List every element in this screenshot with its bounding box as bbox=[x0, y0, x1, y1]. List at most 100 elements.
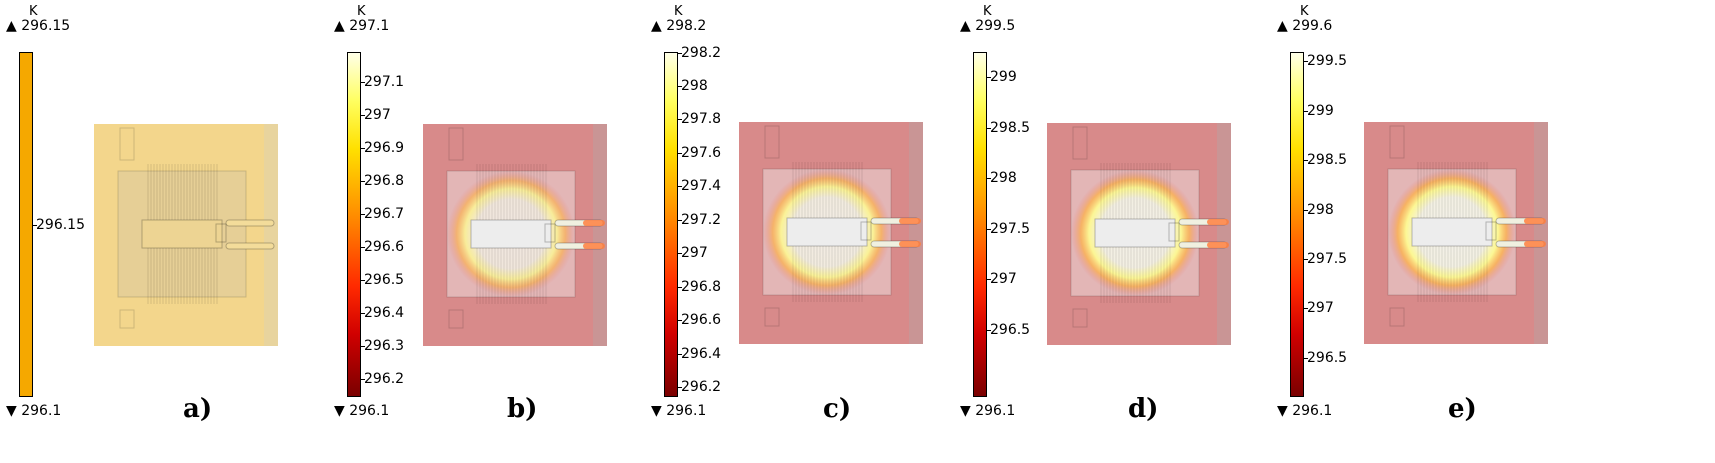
colorbar-tick bbox=[677, 152, 682, 154]
heater-beam bbox=[470, 219, 552, 249]
anchor bbox=[544, 223, 556, 243]
anchor bbox=[215, 223, 227, 243]
pad-bottom bbox=[119, 309, 135, 329]
triangle-up-icon: ▲ bbox=[960, 18, 976, 34]
anchor bbox=[1168, 222, 1180, 242]
colorbar-tick bbox=[360, 313, 365, 315]
colorbar-tick bbox=[360, 280, 365, 282]
panel-caption: c) bbox=[823, 394, 852, 424]
lead-arm-top-hot bbox=[583, 220, 605, 226]
colorbar bbox=[1290, 52, 1304, 397]
side-strip bbox=[264, 124, 278, 346]
colorbar-tick-label: 297 bbox=[364, 106, 391, 123]
colorbar-tick bbox=[360, 379, 365, 381]
colorbar-tick-label: 296.9 bbox=[364, 139, 405, 156]
min-value-label: ▼ 296.1 bbox=[334, 403, 389, 419]
max-value-label: ▲ 297.1 bbox=[334, 18, 389, 34]
colorbar-tick bbox=[360, 246, 365, 248]
colorbar-tick bbox=[677, 52, 682, 54]
colorbar-tick-label: 298 bbox=[681, 77, 708, 94]
pad-bottom bbox=[764, 307, 780, 327]
max-value: 298.2 bbox=[666, 18, 707, 34]
colorbar-tick bbox=[360, 147, 365, 149]
colorbar-tick-label: 298 bbox=[990, 170, 1017, 187]
heatmap-plot bbox=[423, 124, 607, 346]
lead-arm-bottom-hot bbox=[1524, 241, 1546, 247]
triangle-up-icon: ▲ bbox=[6, 18, 22, 34]
min-value-label: ▼ 296.1 bbox=[960, 403, 1015, 419]
heatmap-plot bbox=[1047, 123, 1231, 345]
max-value-label: ▲ 299.5 bbox=[960, 18, 1015, 34]
colorbar-tick-label: 296.5 bbox=[1307, 349, 1348, 366]
lead-arm-top bbox=[225, 219, 275, 227]
triangle-down-icon: ▼ bbox=[6, 403, 22, 419]
colorbar-tick bbox=[360, 213, 365, 215]
pad-bottom bbox=[1072, 308, 1088, 328]
colorbar-tick bbox=[677, 186, 682, 188]
pad-top bbox=[448, 127, 464, 161]
colorbar-tick-label: 297.1 bbox=[364, 73, 405, 90]
unit-label: K bbox=[1300, 4, 1309, 19]
lead-arm-top-hot bbox=[899, 218, 921, 224]
max-value: 299.5 bbox=[975, 18, 1016, 34]
triangle-up-icon: ▲ bbox=[1277, 18, 1293, 34]
colorbar-tick-label: 297 bbox=[1307, 300, 1334, 317]
min-value: 296.1 bbox=[1292, 403, 1333, 419]
colorbar-tick bbox=[1303, 357, 1308, 359]
colorbar-tick bbox=[360, 81, 365, 83]
min-value: 296.1 bbox=[349, 403, 390, 419]
colorbar-tick-label: 297.6 bbox=[681, 144, 722, 161]
colorbar-tick-label: 297.4 bbox=[681, 178, 722, 195]
colorbar-tick-label: 296.6 bbox=[364, 238, 405, 255]
colorbar-tick bbox=[1303, 110, 1308, 112]
anchor bbox=[860, 221, 872, 241]
colorbar-tick bbox=[677, 386, 682, 388]
colorbar-tick-label: 296.8 bbox=[364, 173, 405, 190]
colorbar-tick bbox=[1303, 209, 1308, 211]
pad-top bbox=[119, 127, 135, 161]
triangle-down-icon: ▼ bbox=[334, 403, 350, 419]
colorbar-tick-label: 297.2 bbox=[681, 211, 722, 228]
colorbar-tick-label: 297.5 bbox=[1307, 251, 1348, 267]
colorbar-tick bbox=[360, 346, 365, 348]
colorbar-tick bbox=[986, 77, 991, 79]
colorbar-tick-label: 296.6 bbox=[681, 312, 722, 329]
colorbar-tick-label: 299 bbox=[1307, 102, 1334, 119]
anchor bbox=[1485, 221, 1497, 241]
max-value-label: ▲ 299.6 bbox=[1277, 18, 1332, 34]
max-value-label: ▲ 298.2 bbox=[651, 18, 706, 34]
heater-beam bbox=[141, 219, 223, 249]
pad-bottom bbox=[1389, 307, 1405, 327]
colorbar-tick bbox=[986, 329, 991, 331]
lead-arm-top-hot bbox=[1524, 218, 1546, 224]
min-value-label: ▼ 296.1 bbox=[6, 403, 61, 419]
colorbar-tick-label: 299 bbox=[990, 69, 1017, 86]
panel-caption: e) bbox=[1448, 394, 1477, 424]
colorbar-tick bbox=[32, 224, 37, 226]
panel-caption: a) bbox=[183, 394, 213, 424]
colorbar-tick-label: 296.4 bbox=[681, 345, 722, 362]
colorbar-tick bbox=[360, 114, 365, 116]
colorbar-tick-label: 296.7 bbox=[364, 205, 405, 222]
triangle-up-icon: ▲ bbox=[334, 18, 350, 34]
pad-top bbox=[1072, 126, 1088, 160]
colorbar bbox=[973, 52, 987, 397]
colorbar-tick-label: 296.5 bbox=[990, 321, 1031, 338]
colorbar-tick-label: 297 bbox=[990, 271, 1017, 288]
colorbar-tick bbox=[1303, 160, 1308, 162]
panel-caption: b) bbox=[507, 394, 538, 424]
triangle-down-icon: ▼ bbox=[960, 403, 976, 419]
triangle-down-icon: ▼ bbox=[651, 403, 667, 419]
unit-label: K bbox=[29, 4, 38, 19]
colorbar bbox=[19, 52, 33, 397]
side-strip bbox=[1534, 122, 1548, 344]
side-strip bbox=[1217, 123, 1231, 345]
colorbar-tick-label: 296.4 bbox=[364, 305, 405, 322]
colorbar-tick-label: 296.8 bbox=[681, 278, 722, 295]
colorbar-tick-label: 296.3 bbox=[364, 338, 405, 355]
colorbar-tick bbox=[986, 279, 991, 281]
pad-top bbox=[1389, 125, 1405, 159]
colorbar-tick bbox=[677, 219, 682, 221]
colorbar-tick bbox=[677, 119, 682, 121]
min-value-label: ▼ 296.1 bbox=[1277, 403, 1332, 419]
